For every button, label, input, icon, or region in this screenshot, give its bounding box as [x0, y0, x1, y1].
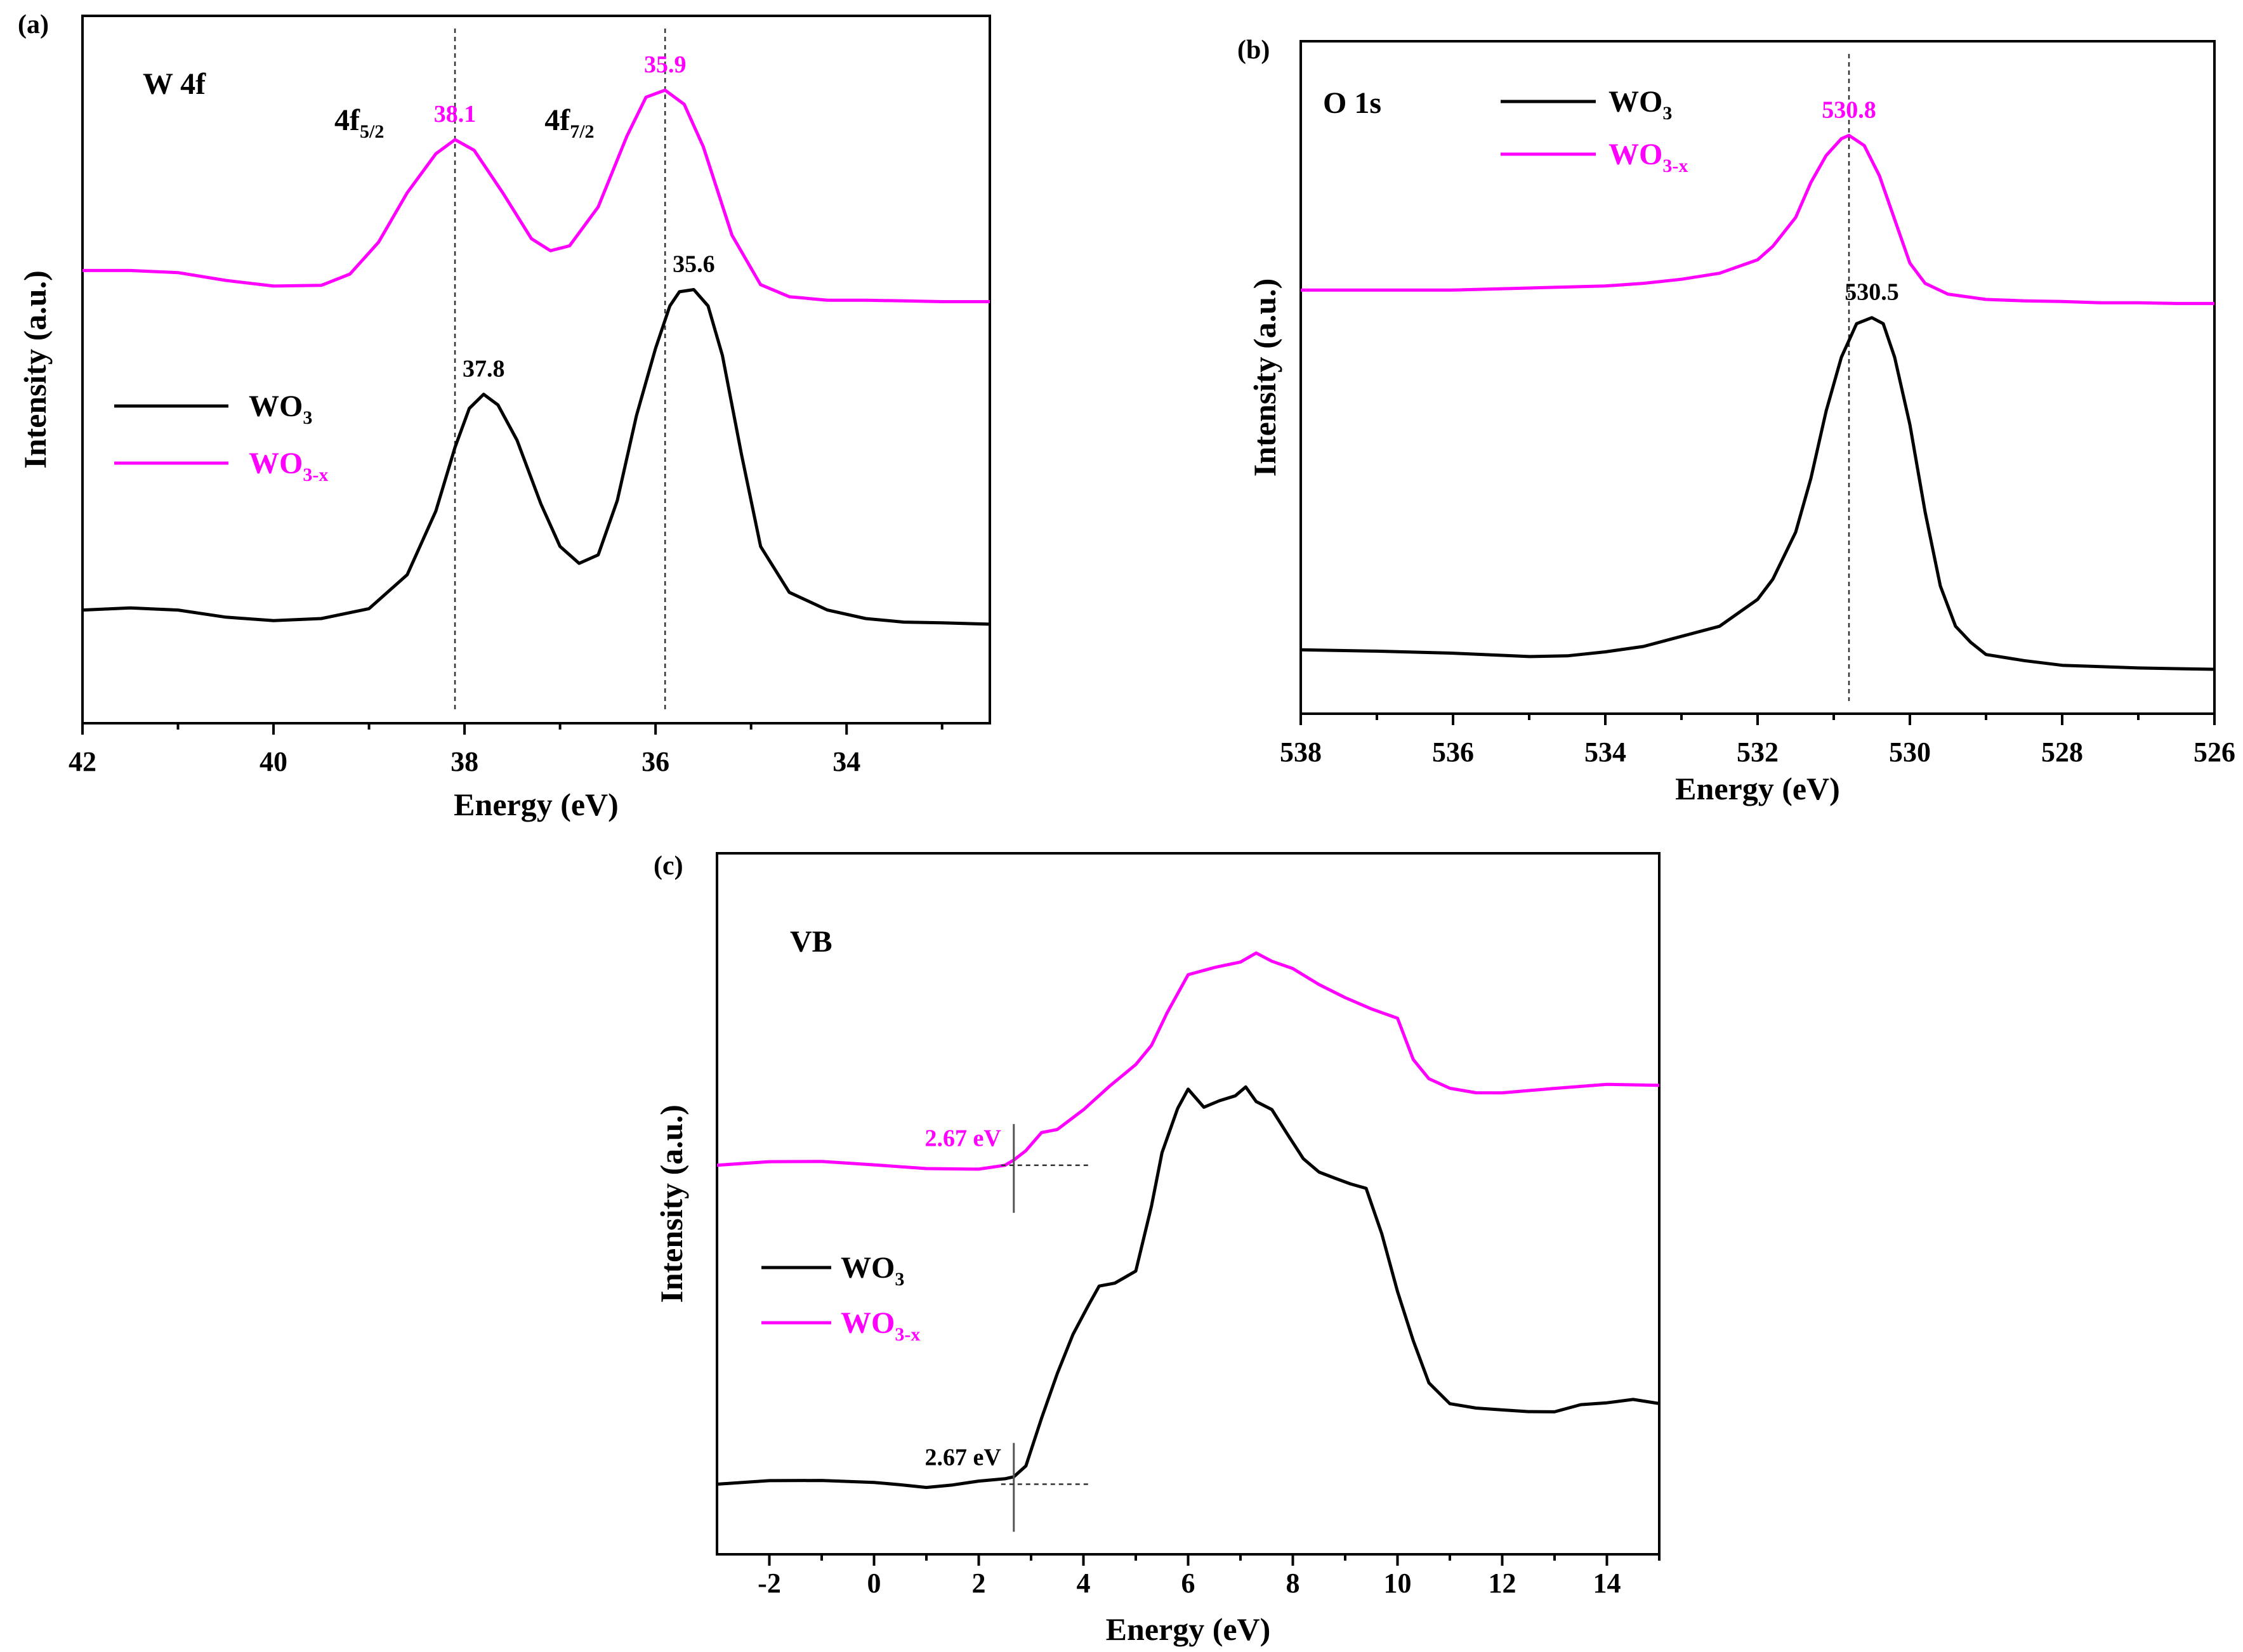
p2-xtick-label: 10: [1384, 1568, 1412, 1599]
p1-series-wo3: [1300, 316, 2215, 671]
p1-xtick-label: 534: [1584, 737, 1626, 768]
p2-xtick-label: 14: [1593, 1568, 1621, 1599]
p1-plot-frame: [1299, 40, 2216, 715]
p2-series-wo3: [716, 1085, 1660, 1490]
p0-xtick-label: 42: [69, 746, 96, 777]
p0-orbital-label: 4f7/2: [544, 103, 594, 142]
p2-xtick-label: 12: [1489, 1568, 1516, 1599]
p1-peak-label: 530.5: [1845, 279, 1899, 306]
p2-xtick-label: 4: [1077, 1568, 1091, 1599]
p0-peak-label: 38.1: [434, 101, 477, 128]
p0-y-axis-title: Intensity (a.u.): [17, 270, 53, 469]
panel-b-o1s: 538 536 534 532 530 528 526 Energy (eV) Intensit…: [1237, 36, 2235, 806]
p2-xtick-label: 8: [1286, 1568, 1300, 1599]
p0-xtick-label: 38: [451, 746, 478, 777]
p1-y-axis-title: Intensity (a.u.): [1247, 279, 1282, 477]
p2-onset-label: 2.67 eV: [924, 1125, 1001, 1152]
p2-panel-title: VB: [790, 925, 832, 959]
p0-peak-label: 35.9: [644, 51, 687, 78]
p1-x-axis-title: Energy (eV): [1675, 771, 1840, 806]
p2-xtick-label: 0: [867, 1568, 881, 1599]
p0-orbital-label: 4f5/2: [334, 103, 384, 142]
p0-x-axis-title: Energy (eV): [454, 787, 619, 822]
p0-xtick-label: 40: [260, 746, 287, 777]
p1-xtick-label: 532: [1737, 737, 1779, 768]
p2-legend-entry: WO3: [841, 1251, 904, 1290]
p0-series-wo3: [82, 288, 990, 626]
p0-panel-title: W 4f: [143, 67, 206, 101]
p1-xtick-label: 526: [2194, 737, 2235, 768]
p0-xtick-label: 36: [641, 746, 669, 777]
p2-y-axis-title: Intensity (a.u.): [654, 1105, 689, 1303]
p0-plot-frame: [81, 15, 991, 724]
p2-series-wo3x: [716, 951, 1660, 1171]
p0-panel-letter: (a): [18, 10, 49, 39]
p2-xtick-label: 2: [972, 1568, 986, 1599]
p1-peak-label: 530.8: [1822, 96, 1876, 123]
p2-panel-letter: (c): [654, 851, 683, 881]
p2-xtick-label: -2: [758, 1568, 781, 1599]
p1-panel-letter: (b): [1237, 36, 1270, 65]
p0-peak-label: 37.8: [463, 356, 505, 383]
p1-xtick-label: 530: [1889, 737, 1931, 768]
p0-series-wo3x: [82, 88, 990, 303]
p0-peak-label: 35.6: [673, 251, 715, 278]
p0-legend-entry: WO3: [249, 390, 312, 428]
p1-legend-entry: WO3: [1608, 85, 1672, 124]
p2-legend-entry: WO3-x: [841, 1306, 920, 1345]
p0-xtick-label: 34: [832, 746, 860, 777]
p1-series-wo3x: [1301, 133, 2214, 305]
panel-c-vb: -2 0 2 4 6 8 10 12 14 Energy (eV) Intensity (a.u.)…: [654, 851, 1661, 1647]
p1-xtick-label: 538: [1280, 737, 1322, 768]
p1-xtick-label: 528: [2041, 737, 2083, 768]
p2-plot-frame: [716, 852, 1661, 1556]
p2-xtick-label: 6: [1181, 1568, 1195, 1599]
p0-legend-entry: WO3-x: [249, 447, 328, 485]
p1-xtick-label: 536: [1432, 737, 1474, 768]
p1-legend-entry: WO3-x: [1608, 138, 1688, 176]
p1-panel-title: O 1s: [1323, 86, 1381, 120]
p2-x-axis-title: Energy (eV): [1106, 1611, 1271, 1647]
panel-a-w4f: 42 40 38 36 34 Energy (eV) Intensity (a.u.) (a)…: [17, 10, 991, 822]
p2-onset-label: 2.67 eV: [924, 1445, 1001, 1471]
